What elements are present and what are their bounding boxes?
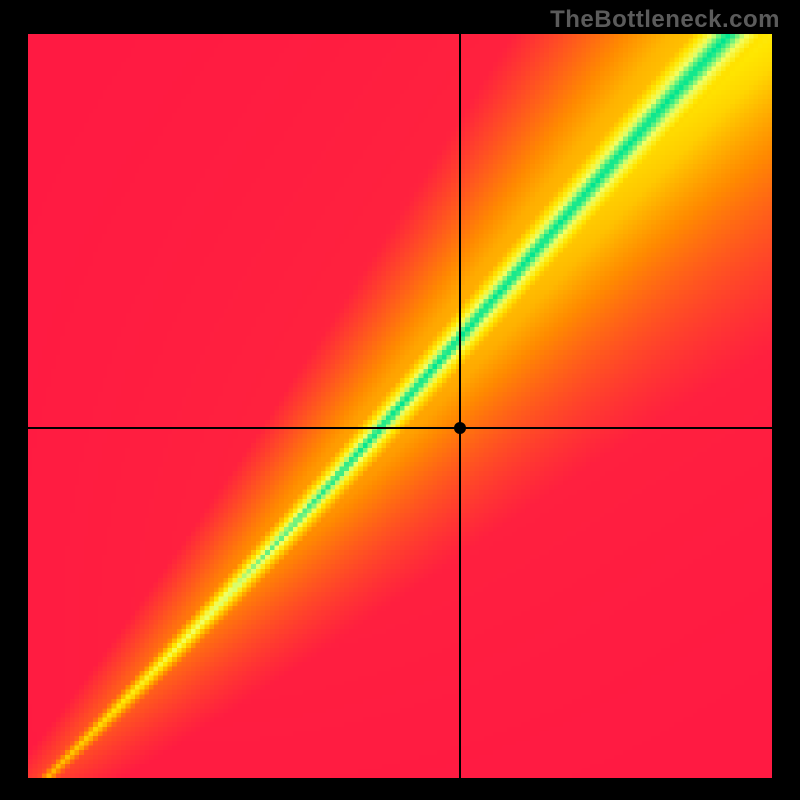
crosshair-vertical (459, 34, 461, 778)
heatmap-canvas (28, 34, 772, 778)
crosshair-marker (454, 422, 466, 434)
crosshair-horizontal (28, 427, 772, 429)
watermark-text: TheBottleneck.com (550, 6, 780, 34)
heatmap-plot (28, 34, 772, 778)
